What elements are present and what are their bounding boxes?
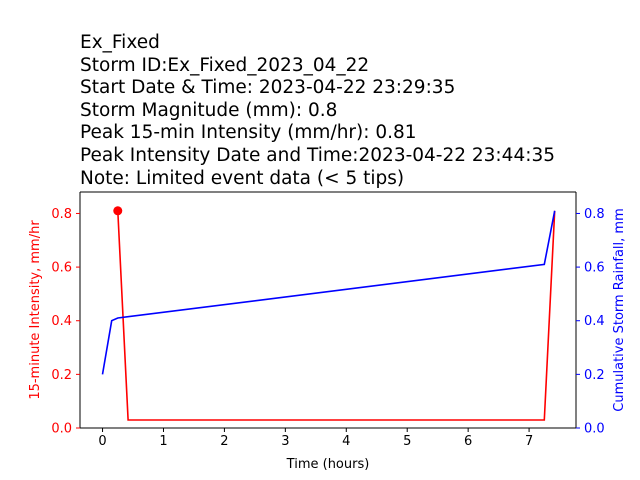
y-left-tick-label: 0.4 <box>51 314 72 329</box>
y-right-tick-label: 0.4 <box>584 314 605 329</box>
title-line-peak-intensity: Peak 15-min Intensity (mm/hr): 0.81 <box>80 122 417 144</box>
x-tick-label: 4 <box>342 434 350 449</box>
x-tick-label: 7 <box>525 434 533 449</box>
title-line-storm-id: Storm ID:Ex_Fixed_2023_04_22 <box>80 54 370 76</box>
y-left-tick-label: 0.8 <box>51 207 72 222</box>
y-axis-right-label: Cumulative Storm Rainfall, mm <box>612 208 627 411</box>
y-axis-left-label: 15-minute Intensity, mm/hr <box>28 220 43 400</box>
title-line-start: Start Date & Time: 2023-04-22 23:29:35 <box>80 77 456 99</box>
x-tick-label: 0 <box>98 434 106 449</box>
x-tick-label: 1 <box>159 434 167 449</box>
y-left-tick-label: 0.2 <box>51 368 72 383</box>
y-right-tick-label: 0.0 <box>584 422 605 437</box>
plot-axes <box>79 191 577 429</box>
title-line-name: Ex_Fixed <box>80 32 160 53</box>
plot-ticks: 0 1 2 3 4 5 6 7 0.0 0.2 0.4 0.6 0.8 0.0 0.2 0.4 0.6 0.8 <box>51 207 604 449</box>
chart-title: Ex_Fixed Storm ID:Ex_Fixed_2023_04_22 St… <box>80 32 555 190</box>
x-tick-label: 6 <box>464 434 472 449</box>
y-right-tick-label: 0.8 <box>584 207 605 222</box>
cumulative-series-line <box>101 210 556 375</box>
peak-intensity-marker <box>113 206 123 216</box>
y-left-tick-label: 0.6 <box>51 261 72 276</box>
intensity-series-line <box>117 210 556 421</box>
y-right-tick-label: 0.6 <box>584 261 605 276</box>
x-axis-label: Time (hours) <box>286 457 370 472</box>
plot-series <box>101 206 556 421</box>
y-right-tick-label: 0.2 <box>584 368 605 383</box>
title-line-note: Note: Limited event data (< 5 tips) <box>80 167 405 189</box>
title-line-magnitude: Storm Magnitude (mm): 0.8 <box>80 99 338 121</box>
x-tick-label: 5 <box>403 434 411 449</box>
x-tick-label: 3 <box>281 434 289 449</box>
x-tick-label: 2 <box>220 434 228 449</box>
title-line-peak-time: Peak Intensity Date and Time:2023-04-22 … <box>80 144 555 166</box>
y-left-tick-label: 0.0 <box>51 422 72 437</box>
